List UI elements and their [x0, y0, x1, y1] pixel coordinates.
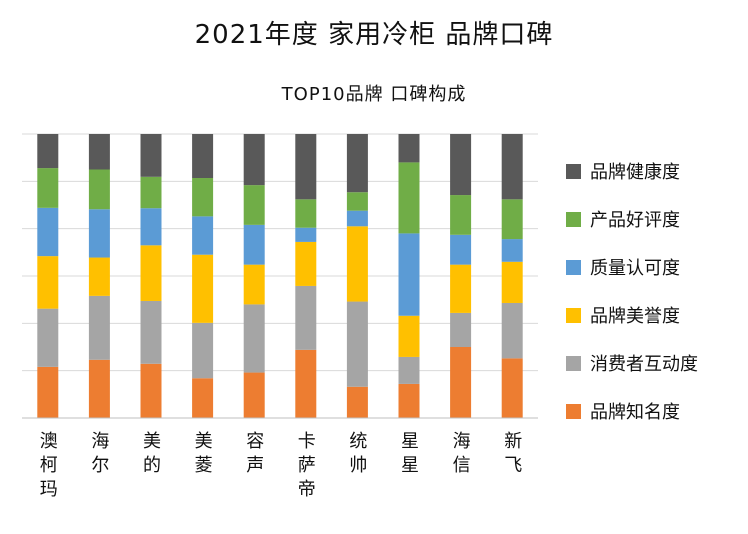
- bar-segment-s3-c7: [346, 226, 368, 302]
- category-label-7: 统帅: [349, 431, 367, 476]
- bar-segment-s5-c1: [37, 168, 59, 208]
- chart-title: 2021年度 家用冷柜 品牌口碑: [194, 20, 554, 50]
- category-label-5: 容声: [246, 431, 264, 476]
- bar-segment-s4-c2: [88, 209, 110, 258]
- bar-segment-s3-c1: [37, 256, 59, 309]
- legend-label: 品牌健康度: [590, 162, 680, 183]
- bar-segment-s2-c6: [295, 285, 317, 350]
- chart-subtitle: TOP10品牌 口碑构成: [281, 84, 467, 105]
- bar-segment-s2-c1: [37, 308, 59, 367]
- legend-swatch: [566, 356, 581, 371]
- bar-segment-s3-c8: [398, 315, 420, 357]
- bar-segment-s5-c10: [501, 199, 523, 240]
- bar-segment-s5-c8: [398, 162, 420, 234]
- legend-label: 品牌知名度: [590, 402, 680, 423]
- legend-label: 品牌美誉度: [590, 306, 680, 327]
- bar-segment-s5-c7: [346, 192, 368, 211]
- category-label-4: 美菱: [195, 431, 213, 476]
- bar-segment-s6-c3: [140, 134, 162, 177]
- bar-segment-s4-c10: [501, 239, 523, 262]
- bar-segment-s5-c3: [140, 176, 162, 209]
- legend-swatch: [566, 404, 581, 419]
- bar-segment-s4-c4: [192, 216, 214, 255]
- bar-stack-8: [398, 134, 420, 418]
- bar-segment-s1-c6: [295, 349, 317, 418]
- bar-segment-s2-c3: [140, 300, 162, 364]
- bar-segment-s2-c5: [243, 304, 265, 373]
- bar-segment-s2-c9: [450, 312, 472, 347]
- bar-segment-s5-c2: [88, 169, 110, 210]
- category-label-1: 澳柯玛: [40, 431, 58, 500]
- bar-segment-s4-c1: [37, 207, 59, 257]
- bar-segment-s4-c8: [398, 233, 420, 316]
- category-label-6: 卡萨帝: [298, 431, 316, 500]
- bar-segment-s6-c9: [450, 134, 472, 196]
- legend-label: 质量认可度: [590, 258, 680, 279]
- bar-segment-s2-c8: [398, 356, 420, 384]
- bar-segment-s3-c5: [243, 264, 265, 305]
- bar-segment-s6-c2: [88, 134, 110, 170]
- bar-segment-s6-c6: [295, 134, 317, 200]
- bar-segment-s3-c10: [501, 261, 523, 303]
- bar-stack-4: [192, 134, 214, 418]
- bar-segment-s1-c2: [88, 359, 110, 418]
- legend-swatch: [566, 308, 581, 323]
- bar-segment-s1-c8: [398, 383, 420, 418]
- category-label-10: 新飞: [504, 431, 522, 476]
- bar-segment-s1-c3: [140, 363, 162, 418]
- bar-stack-1: [37, 134, 59, 418]
- bar-segment-s2-c2: [88, 295, 110, 360]
- bar-segment-s4-c6: [295, 227, 317, 242]
- bar-segment-s3-c3: [140, 245, 162, 301]
- bar-segment-s1-c9: [450, 347, 472, 418]
- bar-segment-s1-c1: [37, 366, 59, 418]
- bar-segment-s4-c9: [450, 234, 472, 265]
- category-label-2: 海尔: [91, 431, 109, 476]
- legend-label: 消费者互动度: [590, 354, 698, 375]
- category-label-3: 美的: [143, 431, 161, 476]
- bar-segment-s3-c9: [450, 264, 472, 313]
- bar-segment-s1-c5: [243, 372, 265, 418]
- bar-segment-s3-c2: [88, 257, 110, 296]
- bar-segment-s5-c4: [192, 178, 214, 217]
- category-label-8: 星星: [401, 431, 419, 476]
- bar-stack-5: [243, 134, 265, 418]
- bar-segment-s5-c9: [450, 195, 472, 235]
- bar-stack-9: [450, 134, 472, 418]
- bar-segment-s6-c1: [37, 134, 59, 169]
- legend-swatch: [566, 164, 581, 179]
- bar-segment-s6-c8: [398, 134, 420, 163]
- category-label-9: 海信: [453, 431, 471, 476]
- bar-segment-s4-c3: [140, 208, 162, 246]
- bar-segment-s1-c4: [192, 378, 214, 418]
- bar-stack-2: [88, 134, 110, 418]
- bar-stack-3: [140, 134, 162, 418]
- bar-segment-s1-c7: [346, 386, 368, 418]
- bar-segment-s2-c4: [192, 322, 214, 379]
- bar-stack-6: [295, 134, 317, 418]
- legend-swatch: [566, 212, 581, 227]
- bar-segment-s6-c5: [243, 134, 265, 186]
- bar-segment-s5-c5: [243, 185, 265, 225]
- legend-swatch: [566, 260, 581, 275]
- legend-label: 产品好评度: [590, 210, 680, 231]
- bar-stack-10: [501, 134, 523, 418]
- bar-segment-s6-c4: [192, 134, 214, 179]
- bar-segment-s3-c4: [192, 254, 214, 323]
- bar-segment-s5-c6: [295, 199, 317, 228]
- bar-segment-s1-c10: [501, 358, 523, 418]
- bar-segment-s6-c10: [501, 134, 523, 200]
- bar-segment-s4-c7: [346, 210, 368, 227]
- bar-segment-s6-c7: [346, 134, 368, 193]
- bar-segment-s3-c6: [295, 241, 317, 286]
- bar-stack-7: [346, 134, 368, 418]
- bar-segment-s4-c5: [243, 224, 265, 265]
- bar-segment-s2-c10: [501, 302, 523, 359]
- bar-segment-s2-c7: [346, 301, 368, 387]
